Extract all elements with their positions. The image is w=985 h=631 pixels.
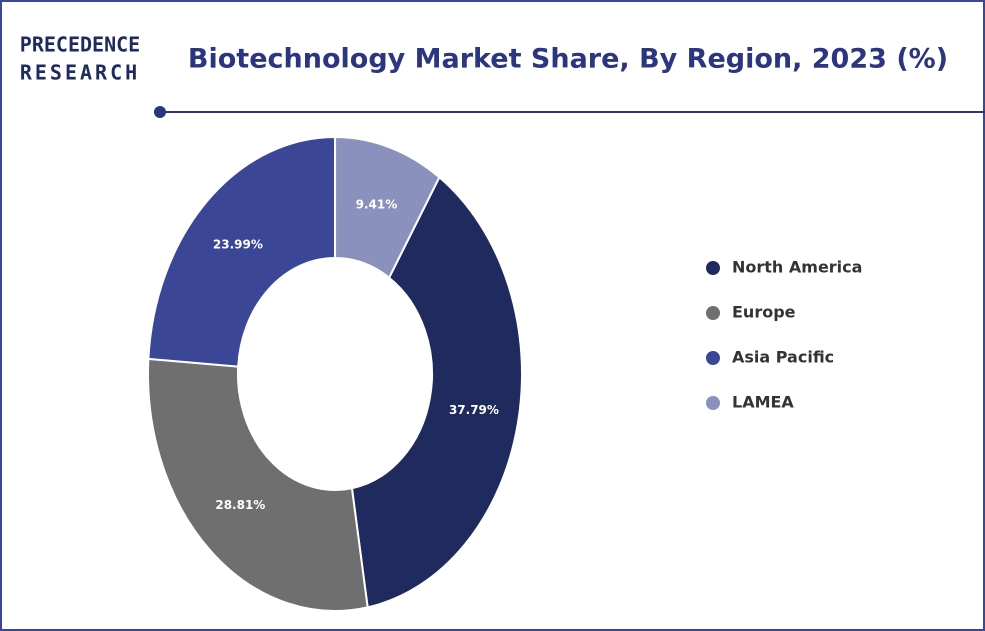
legend-swatch (706, 396, 720, 410)
logo-line2: RESEARCH (20, 61, 140, 85)
donut-slice (147, 357, 369, 612)
legend-label: Asia Pacific (732, 348, 834, 367)
data-label: 23.99% (213, 238, 263, 252)
legend-swatch (706, 261, 720, 275)
data-label: 37.79% (449, 403, 499, 417)
data-label: 9.41% (356, 198, 398, 212)
legend-swatch (706, 351, 720, 365)
legend-label: North America (732, 258, 862, 277)
donut-slice (147, 135, 337, 368)
divider-dot (154, 106, 166, 118)
logo-line1: PRECEDENCE (20, 33, 140, 57)
legend-label: LAMEA (732, 393, 794, 412)
data-label: 28.81% (215, 498, 265, 512)
donut-slice (350, 175, 523, 609)
chart-title: Biotechnology Market Share, By Region, 2… (188, 44, 948, 75)
legend-swatch (706, 306, 720, 320)
legend-label: Europe (732, 303, 796, 322)
donut-slice (334, 135, 441, 280)
